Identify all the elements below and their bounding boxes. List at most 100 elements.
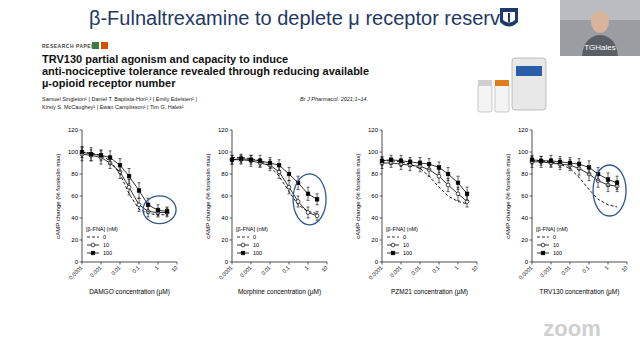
legend-label: 10 — [253, 242, 259, 248]
error-cap — [569, 157, 572, 158]
x-axis-label: TRV130 concentration (µM) — [540, 288, 620, 296]
y-tick-label: 20 — [371, 237, 378, 243]
error-cap — [447, 191, 450, 192]
error-cap — [307, 200, 310, 201]
error-cap — [419, 171, 422, 172]
error-cap — [90, 160, 93, 161]
series-line — [232, 160, 317, 216]
data-point — [437, 166, 441, 170]
x-tick — [232, 262, 233, 265]
data-point — [277, 170, 281, 174]
error-bar — [607, 173, 610, 186]
y-tick — [380, 152, 383, 153]
error-cap — [457, 200, 460, 201]
error-cap — [259, 155, 262, 156]
error-cap — [147, 216, 150, 217]
error-cap — [540, 167, 543, 168]
error-cap — [278, 178, 281, 179]
error-bar — [616, 176, 619, 189]
x-tick — [177, 262, 178, 265]
y-tick — [530, 130, 533, 131]
legend-marker — [391, 243, 395, 247]
highlight-ellipse — [593, 165, 626, 216]
error-cap — [550, 166, 553, 167]
data-point — [89, 152, 93, 156]
x-tick — [627, 262, 628, 265]
error-cap — [381, 168, 384, 169]
error-cap — [240, 164, 243, 165]
error-bar — [540, 156, 543, 167]
y-tick — [80, 240, 83, 241]
y-tick-label: 40 — [221, 215, 228, 221]
background — [0, 0, 640, 360]
error-bar — [138, 183, 141, 198]
x-axis-label: PZM21 concentration (µM) — [391, 288, 468, 296]
error-cap — [447, 180, 450, 181]
data-point — [230, 158, 234, 162]
x-tick — [589, 262, 590, 265]
legend-marker — [241, 251, 245, 255]
error-cap — [259, 167, 262, 168]
y-tick-label: 100 — [218, 149, 229, 155]
x-tick — [120, 262, 121, 265]
error-cap — [240, 154, 243, 155]
data-point — [99, 154, 103, 158]
error-cap — [438, 182, 441, 183]
x-tick-label: 0.01 — [260, 264, 272, 276]
error-bar — [559, 156, 562, 167]
drug-vials — [478, 58, 546, 112]
error-bar — [297, 196, 300, 207]
error-cap — [559, 156, 562, 157]
data-point — [315, 214, 319, 218]
y-tick — [80, 218, 83, 219]
y-tick-label: 20 — [71, 237, 78, 243]
error-bar — [119, 159, 122, 172]
error-bar — [109, 151, 112, 164]
chart: 0204060801001200.00010.0010.010.1110DAMG… — [55, 127, 179, 296]
error-bar — [531, 155, 534, 164]
legend-line — [387, 237, 399, 238]
logo — [500, 8, 518, 27]
series-line — [382, 163, 467, 202]
data-point — [277, 163, 281, 167]
error-cap — [100, 149, 103, 150]
error-cap — [231, 164, 234, 165]
data-point — [456, 192, 460, 196]
error-bar — [588, 161, 591, 174]
y-tick-label: 80 — [371, 171, 378, 177]
y-tick — [230, 240, 233, 241]
x-tick-label: 10 — [320, 264, 329, 273]
y-tick — [530, 262, 533, 263]
y-tick — [230, 196, 233, 197]
error-cap — [588, 174, 591, 175]
paper-title: anti-nociceptive tolerance revealed thro… — [42, 65, 369, 77]
y-tick-label: 120 — [218, 127, 229, 133]
error-cap — [297, 189, 300, 190]
y-tick — [80, 196, 83, 197]
webcam: TGHales — [560, 0, 640, 56]
x-tick — [477, 262, 478, 265]
data-point — [239, 157, 243, 161]
error-cap — [316, 193, 319, 194]
error-cap — [157, 204, 160, 205]
error-cap — [409, 170, 412, 171]
data-point — [615, 181, 619, 185]
error-bar — [231, 155, 234, 164]
error-bar — [166, 207, 169, 216]
error-bar — [307, 207, 310, 218]
data-point — [80, 150, 84, 154]
data-point — [577, 162, 581, 166]
error-cap — [457, 176, 460, 177]
error-cap — [466, 187, 469, 188]
legend-title: [β-FNA] (nM) — [536, 226, 568, 232]
error-bar — [466, 187, 469, 200]
legend-label: 10 — [103, 242, 109, 248]
data-point — [306, 192, 310, 196]
data-point — [446, 172, 450, 176]
y-tick — [530, 218, 533, 219]
legend-line — [237, 237, 249, 238]
error-bar — [457, 176, 460, 189]
error-cap — [157, 216, 160, 217]
error-cap — [400, 169, 403, 170]
error-cap — [409, 157, 412, 158]
